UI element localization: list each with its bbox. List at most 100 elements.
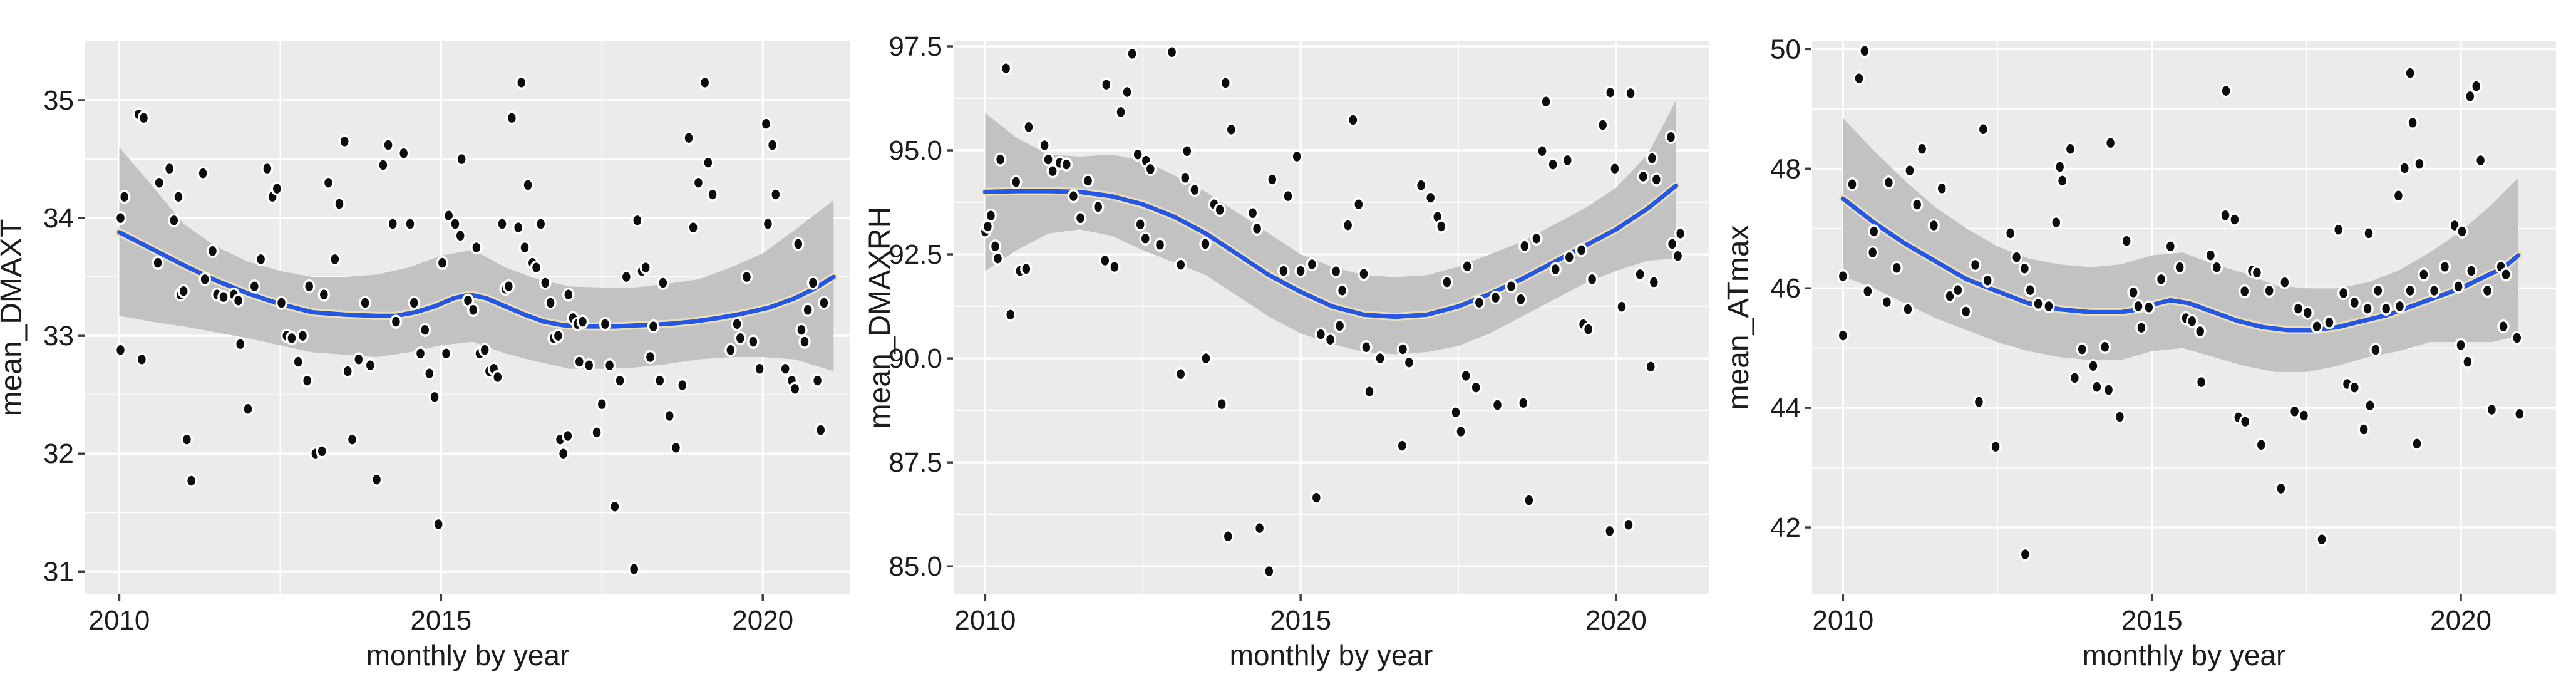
data-point (1517, 395, 1530, 410)
data-point (185, 474, 198, 488)
data-point (248, 279, 261, 294)
data-point (2474, 153, 2487, 168)
data-point (1910, 197, 1924, 212)
data-point (359, 296, 371, 310)
data-point (702, 155, 714, 170)
data-point (496, 217, 508, 231)
data-point (1615, 299, 1628, 314)
data-point (2018, 261, 2031, 276)
data-point (1523, 493, 1535, 507)
data-point (2032, 296, 2044, 311)
data-point (522, 178, 534, 192)
data-point (530, 260, 543, 275)
data-point (1866, 245, 1879, 260)
data-point (1470, 380, 1482, 395)
confidence-ribbon (1843, 118, 2518, 372)
data-point (2239, 414, 2252, 429)
data-point (1277, 264, 1290, 278)
data-point (2228, 212, 2241, 227)
data-point (436, 256, 449, 270)
data-point (2361, 301, 2374, 316)
data-point (234, 337, 247, 351)
data-point (1139, 231, 1152, 246)
data-point (502, 279, 515, 294)
data-point (2461, 355, 2474, 369)
data-point (232, 293, 245, 308)
data-point (1435, 219, 1448, 234)
data-point (1959, 304, 1972, 319)
y-tick-label: 42 (1770, 512, 1801, 543)
data-point (2186, 314, 2198, 328)
data-point (135, 352, 148, 367)
chart-mean-dmaxt: 2010 2015 2020 31 32 33 34 35 monthly by year mea… (0, 41, 850, 671)
panel-mean-dmaxt: 2010 2015 2020 31 32 33 34 35 monthly by year mea… (0, 0, 858, 684)
data-point (389, 314, 403, 329)
data-point (766, 138, 779, 152)
data-point (1213, 202, 1226, 217)
data-point (1915, 142, 1929, 157)
data-point (1165, 45, 1178, 60)
data-point (2024, 282, 2037, 298)
chart-mean-dmaxrh: 2010 2015 2020 85.0 87.5 90.0 92.5 95.0 97.5 mont… (863, 31, 1709, 671)
data-point (2210, 260, 2223, 275)
data-point (261, 161, 274, 176)
data-point (687, 220, 699, 235)
y-tick-label: 92.5 (889, 239, 942, 270)
data-point (478, 343, 491, 357)
data-point (1131, 147, 1144, 162)
data-point (2404, 66, 2416, 80)
data-point (647, 319, 660, 334)
data-point (1596, 118, 1609, 132)
data-point (1360, 339, 1373, 355)
x-tick-label: 2020 (2430, 605, 2491, 636)
data-point (2068, 371, 2081, 385)
data-point (2173, 260, 2186, 275)
data-point (322, 175, 335, 190)
data-point (761, 217, 775, 231)
data-point (2250, 266, 2264, 280)
y-axis-title: mean_DMAXT (0, 219, 28, 417)
data-point (397, 146, 410, 160)
data-point (1215, 396, 1228, 412)
data-point (1067, 189, 1080, 204)
data-point (1460, 368, 1472, 383)
data-point (1115, 105, 1127, 120)
data-point (1624, 86, 1637, 101)
y-tick-label: 34 (43, 203, 74, 234)
data-point (2091, 380, 2103, 394)
data-point (984, 209, 997, 223)
data-point (1336, 283, 1349, 298)
data-point (1009, 175, 1023, 189)
data-point (180, 432, 193, 447)
data-point (1038, 138, 1051, 153)
data-point (2511, 331, 2523, 345)
data-point (2404, 283, 2416, 298)
data-point (1282, 189, 1294, 204)
data-point (1637, 169, 1649, 184)
data-point (2438, 259, 2451, 274)
data-point (2132, 299, 2145, 314)
data-point (811, 373, 824, 388)
data-point (1547, 157, 1559, 172)
data-point (631, 213, 644, 228)
data-point (1042, 152, 1054, 167)
data-point (1023, 120, 1035, 135)
data-point (1374, 351, 1386, 366)
data-point (386, 217, 399, 231)
x-tick-label: 2015 (2121, 605, 2183, 636)
data-point (1846, 177, 1858, 192)
data-point (2076, 342, 2088, 356)
data-point (595, 396, 609, 412)
data-point (2043, 299, 2055, 314)
data-point (301, 373, 314, 388)
data-point (1174, 257, 1187, 272)
data-point (2263, 283, 2275, 298)
data-point (698, 75, 711, 90)
data-point (1199, 237, 1212, 251)
data-point (242, 402, 254, 416)
data-point (2113, 410, 2126, 424)
data-point (2470, 79, 2483, 93)
data-point (1306, 257, 1319, 272)
data-point (1505, 279, 1518, 294)
data-point (1981, 273, 1994, 288)
